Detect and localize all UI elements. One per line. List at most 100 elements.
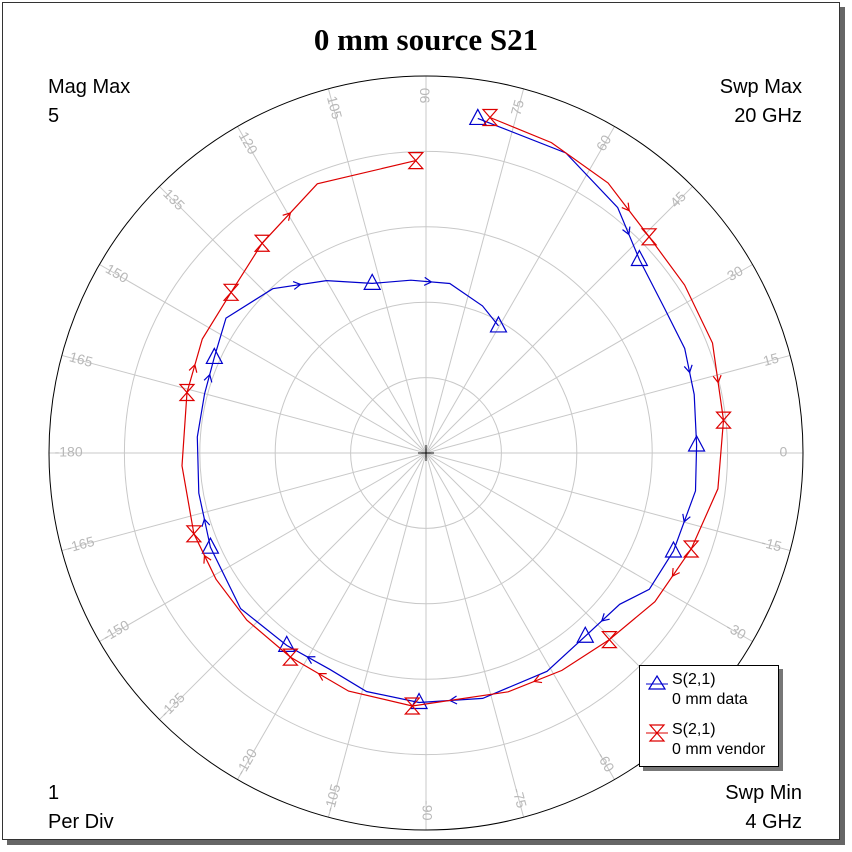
angle-tick-label: 30 xyxy=(724,262,746,284)
swp-max-value: 20 GHz xyxy=(734,105,802,127)
direction-arrow xyxy=(712,374,722,384)
triangle-marker xyxy=(576,625,595,643)
mag-max-label: Mag Max xyxy=(48,76,131,98)
swp-max-label: Swp Max xyxy=(719,76,802,98)
angle-tick-label: 90 xyxy=(417,88,433,104)
direction-arrow xyxy=(317,672,327,681)
angle-tick-label: -120 xyxy=(232,746,260,778)
radial-gridline xyxy=(237,452,427,780)
direction-arrow xyxy=(423,276,433,286)
radial-gridline xyxy=(159,452,427,720)
angle-tick-label: 60 xyxy=(593,132,615,154)
radial-gridline xyxy=(237,126,427,454)
triangle-marker xyxy=(205,347,224,365)
direction-arrow xyxy=(188,363,198,373)
bowtie-marker xyxy=(403,697,421,715)
radial-gridline xyxy=(159,186,427,454)
legend: S(2,1) 0 mm data S(2,1) 0 mm vendor xyxy=(639,665,779,767)
direction-arrow xyxy=(622,226,631,236)
swp-min-value: 4 GHz xyxy=(745,811,802,833)
magnitude-ring xyxy=(123,150,729,756)
triangle-marker-icon xyxy=(646,674,668,690)
bowtie-marker xyxy=(178,383,196,402)
series-trace xyxy=(181,116,725,707)
angle-tick-label: -150 xyxy=(100,617,132,645)
direction-arrow xyxy=(532,674,543,684)
swp-min-label: Swp Min xyxy=(725,782,802,804)
mag-max-value: 5 xyxy=(48,105,60,127)
triangle-marker xyxy=(489,315,508,333)
chart-title: 0 mm source S21 xyxy=(313,22,539,57)
radial-gridline xyxy=(425,126,615,454)
angle-tick-label: 45 xyxy=(667,188,689,210)
bowtie-marker xyxy=(715,411,732,429)
legend-item-vendor: S(2,1) 0 mm vendor xyxy=(640,718,778,764)
swp-max-block: Swp Max 20 GHz xyxy=(720,73,802,131)
angle-tick-label: 0 xyxy=(779,444,787,460)
radial-gridline xyxy=(425,186,693,454)
triangle-marker xyxy=(410,692,429,710)
direction-arrow xyxy=(306,656,316,665)
angle-tick-label: 15 xyxy=(761,349,780,369)
swp-min-block: Swp Min 4 GHz xyxy=(725,779,802,837)
angle-tick-label: -60 xyxy=(594,749,618,775)
bowtie-marker xyxy=(185,525,203,543)
angle-tick-label: -165 xyxy=(65,533,96,556)
triangle-marker xyxy=(468,108,487,126)
per-div-block: 1 Per Div xyxy=(48,779,114,837)
bowtie-marker xyxy=(601,631,618,649)
bowtie-marker xyxy=(253,234,271,252)
bowtie-marker xyxy=(481,108,499,127)
triangle-marker xyxy=(664,540,683,558)
triangle-marker xyxy=(201,536,220,554)
direction-arrow xyxy=(682,513,691,523)
radial-gridline xyxy=(99,452,427,642)
angle-tick-label: 105 xyxy=(324,94,346,121)
triangle-marker xyxy=(630,249,649,267)
angle-tick-label: 150 xyxy=(103,260,131,286)
radial-gridline xyxy=(425,354,791,454)
angle-tick-label: 75 xyxy=(508,98,528,117)
angle-tick-label: -180 xyxy=(55,444,83,460)
magnitude-ring xyxy=(274,301,578,605)
direction-arrow xyxy=(201,517,211,527)
magnitude-ring xyxy=(350,377,502,529)
per-div-label: Per Div xyxy=(48,811,114,833)
direction-arrow xyxy=(671,568,680,578)
series-trace xyxy=(196,117,698,704)
direction-arrow xyxy=(683,364,693,374)
triangle-marker xyxy=(687,434,706,452)
radial-gridline xyxy=(99,264,427,454)
radial-gridline xyxy=(425,88,525,454)
radial-gridline xyxy=(61,354,427,454)
angle-tick-label: 120 xyxy=(236,129,262,157)
radial-gridline xyxy=(425,452,525,818)
angle-tick-label: -105 xyxy=(321,782,344,813)
angle-tick-label: 165 xyxy=(68,348,95,370)
direction-arrow xyxy=(621,202,630,212)
legend-series-name: S(2,1) xyxy=(672,671,716,688)
bowtie-marker xyxy=(640,228,658,246)
legend-item-data: S(2,1) 0 mm data xyxy=(640,668,778,714)
magnitude-ring xyxy=(48,75,804,831)
bowtie-marker xyxy=(282,648,299,666)
bowtie-marker xyxy=(407,152,425,170)
angle-tick-label: -15 xyxy=(760,534,784,555)
direction-arrow xyxy=(292,280,302,290)
legend-series-desc: 0 mm vendor xyxy=(672,741,766,758)
radial-gridline xyxy=(425,452,753,642)
mag-max-block: Mag Max 5 xyxy=(48,73,130,131)
angle-tick-label: -90 xyxy=(419,800,435,820)
direction-arrow xyxy=(600,613,610,622)
magnitude-ring xyxy=(199,226,653,680)
legend-series-desc: 0 mm data xyxy=(672,691,748,708)
direction-arrow xyxy=(203,554,212,564)
radial-gridline xyxy=(61,452,427,552)
radial-gridline xyxy=(327,88,427,454)
bowtie-marker-icon xyxy=(646,724,668,742)
legend-series-name: S(2,1) xyxy=(672,721,716,738)
angle-tick-label: -135 xyxy=(157,689,188,720)
direction-arrow xyxy=(282,211,292,221)
angle-tick-label: 135 xyxy=(160,185,188,213)
